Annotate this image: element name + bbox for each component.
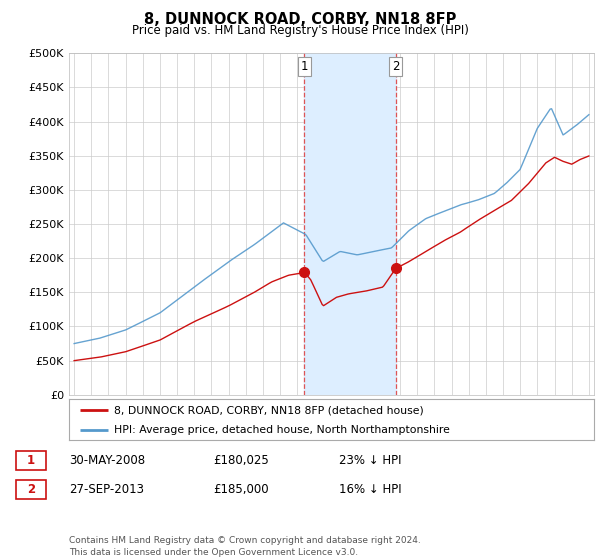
Bar bbox=[304, 53, 395, 395]
Text: 2: 2 bbox=[27, 483, 35, 496]
Text: 1: 1 bbox=[301, 60, 308, 73]
Text: Contains HM Land Registry data © Crown copyright and database right 2024.
This d: Contains HM Land Registry data © Crown c… bbox=[69, 536, 421, 557]
Text: 16% ↓ HPI: 16% ↓ HPI bbox=[339, 483, 401, 496]
Text: HPI: Average price, detached house, North Northamptonshire: HPI: Average price, detached house, Nort… bbox=[113, 424, 449, 435]
Text: 23% ↓ HPI: 23% ↓ HPI bbox=[339, 454, 401, 467]
Text: £185,000: £185,000 bbox=[213, 483, 269, 496]
Text: 2: 2 bbox=[392, 60, 400, 73]
Text: 8, DUNNOCK ROAD, CORBY, NN18 8FP (detached house): 8, DUNNOCK ROAD, CORBY, NN18 8FP (detach… bbox=[113, 405, 424, 415]
Text: 1: 1 bbox=[27, 454, 35, 467]
Text: 27-SEP-2013: 27-SEP-2013 bbox=[69, 483, 144, 496]
Text: 30-MAY-2008: 30-MAY-2008 bbox=[69, 454, 145, 467]
Text: 8, DUNNOCK ROAD, CORBY, NN18 8FP: 8, DUNNOCK ROAD, CORBY, NN18 8FP bbox=[144, 12, 456, 27]
Text: £180,025: £180,025 bbox=[213, 454, 269, 467]
Text: Price paid vs. HM Land Registry's House Price Index (HPI): Price paid vs. HM Land Registry's House … bbox=[131, 24, 469, 37]
